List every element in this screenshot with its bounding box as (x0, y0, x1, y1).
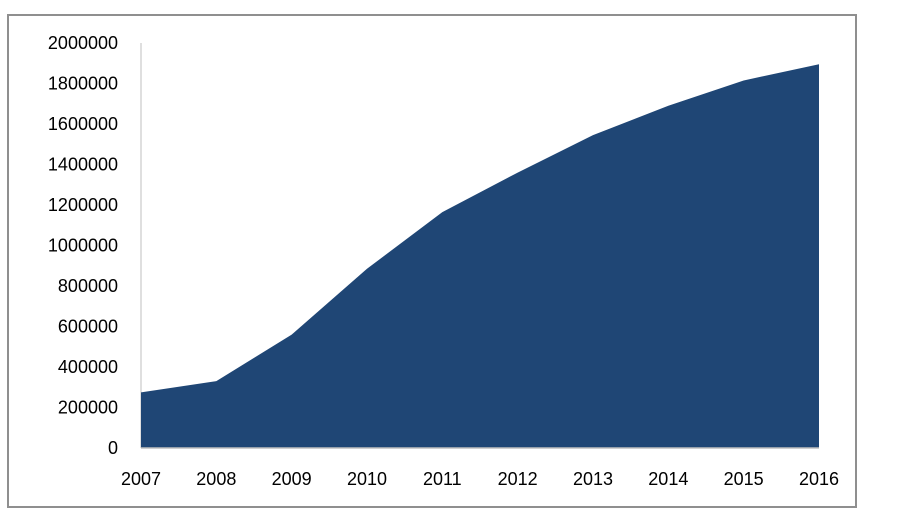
x-tick-label: 2010 (347, 469, 387, 489)
x-tick-label: 2008 (196, 469, 236, 489)
x-axis-ticks: 2007 2008 2009 2010 2011 2012 2013 2014 2015 2016 (121, 469, 839, 489)
y-tick-label: 400000 (58, 357, 118, 377)
y-tick-label: 1400000 (48, 155, 118, 175)
y-tick-label: 1800000 (48, 74, 118, 94)
y-tick-label: 600000 (58, 317, 118, 337)
x-tick-label: 2009 (272, 469, 312, 489)
y-tick-label: 800000 (58, 276, 118, 296)
x-tick-label: 2014 (648, 469, 688, 489)
y-axis-ticks: 0 200000 400000 600000 800000 1000000 1200000 1… (48, 33, 118, 458)
x-tick-label: 2007 (121, 469, 161, 489)
y-tick-label: 1000000 (48, 236, 118, 256)
y-tick-label: 1600000 (48, 114, 118, 134)
y-tick-label: 0 (108, 438, 118, 458)
x-tick-label: 2015 (724, 469, 764, 489)
x-tick-label: 2011 (423, 469, 462, 489)
x-tick-label: 2012 (498, 469, 538, 489)
area-series (141, 64, 819, 448)
y-tick-label: 200000 (58, 398, 118, 418)
x-tick-label: 2016 (799, 469, 839, 489)
y-tick-label: 1200000 (48, 195, 118, 215)
y-tick-label: 2000000 (48, 33, 118, 53)
x-tick-label: 2013 (573, 469, 613, 489)
